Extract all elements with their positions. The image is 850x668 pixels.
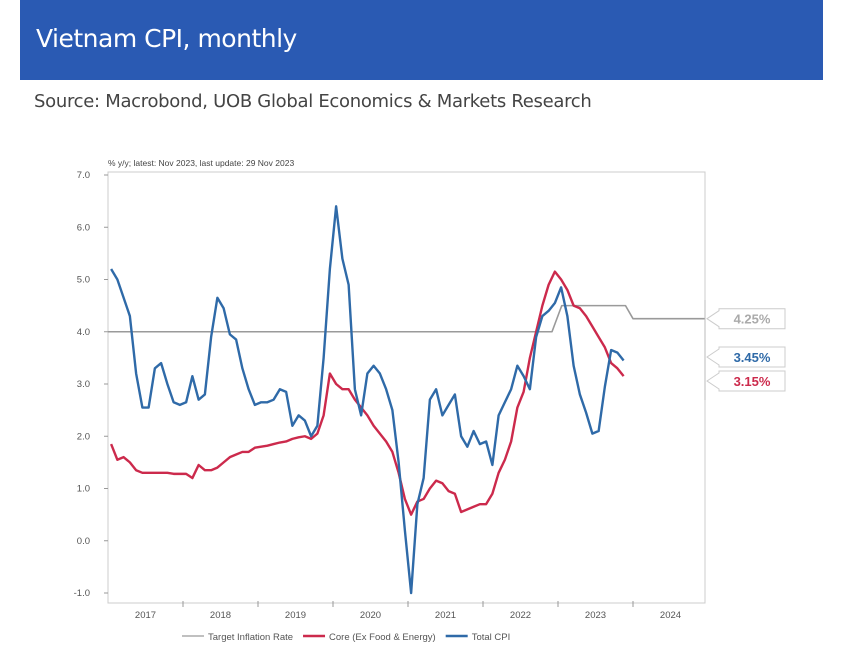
y-tick-label: 1.0 — [77, 484, 90, 495]
x-tick-label: 2017 — [135, 610, 156, 621]
y-tick-label: 4.0 — [77, 327, 90, 338]
x-tick-label: 2018 — [210, 610, 231, 621]
x-tick-label: 2021 — [435, 610, 456, 621]
series-line-core-ex-food-energy- — [110, 270, 625, 516]
legend-label: Core (Ex Food & Energy) — [329, 632, 436, 643]
end-label-box — [706, 346, 786, 368]
y-tick-label: -1.0 — [74, 588, 90, 599]
x-tick-label: 2023 — [585, 610, 606, 621]
chart-title: Vietnam CPI, monthly — [36, 24, 297, 53]
y-tick-label: 2.0 — [77, 431, 90, 442]
y-tick-label: 5.0 — [77, 275, 90, 286]
series-line-target-inflation-rate — [108, 304, 705, 333]
end-label-box — [706, 308, 786, 330]
y-tick-label: 3.0 — [77, 379, 90, 390]
x-tick-label: 2022 — [510, 610, 531, 621]
x-tick-label: 2019 — [285, 610, 306, 621]
end-label-box — [706, 370, 786, 392]
source-note: Source: Macrobond, UOB Global Economics … — [34, 91, 592, 112]
title-bar: Vietnam CPI, monthly — [20, 0, 823, 80]
end-label: 3.15% — [734, 374, 771, 389]
x-tick-label: 2024 — [660, 610, 681, 621]
y-tick-label: 6.0 — [77, 222, 90, 233]
end-label: 4.25% — [734, 312, 771, 327]
chart-subtitle: % y/y; latest: Nov 2023, last update: 29… — [108, 158, 294, 168]
y-tick-label: 7.0 — [77, 170, 90, 181]
x-tick-label: 2020 — [360, 610, 381, 621]
series-line-total-cpi — [110, 205, 625, 595]
end-label: 3.45% — [734, 350, 771, 365]
legend-label: Target Inflation Rate — [208, 632, 293, 643]
y-tick-label: 0.0 — [77, 536, 90, 547]
legend-label: Total CPI — [472, 632, 511, 643]
